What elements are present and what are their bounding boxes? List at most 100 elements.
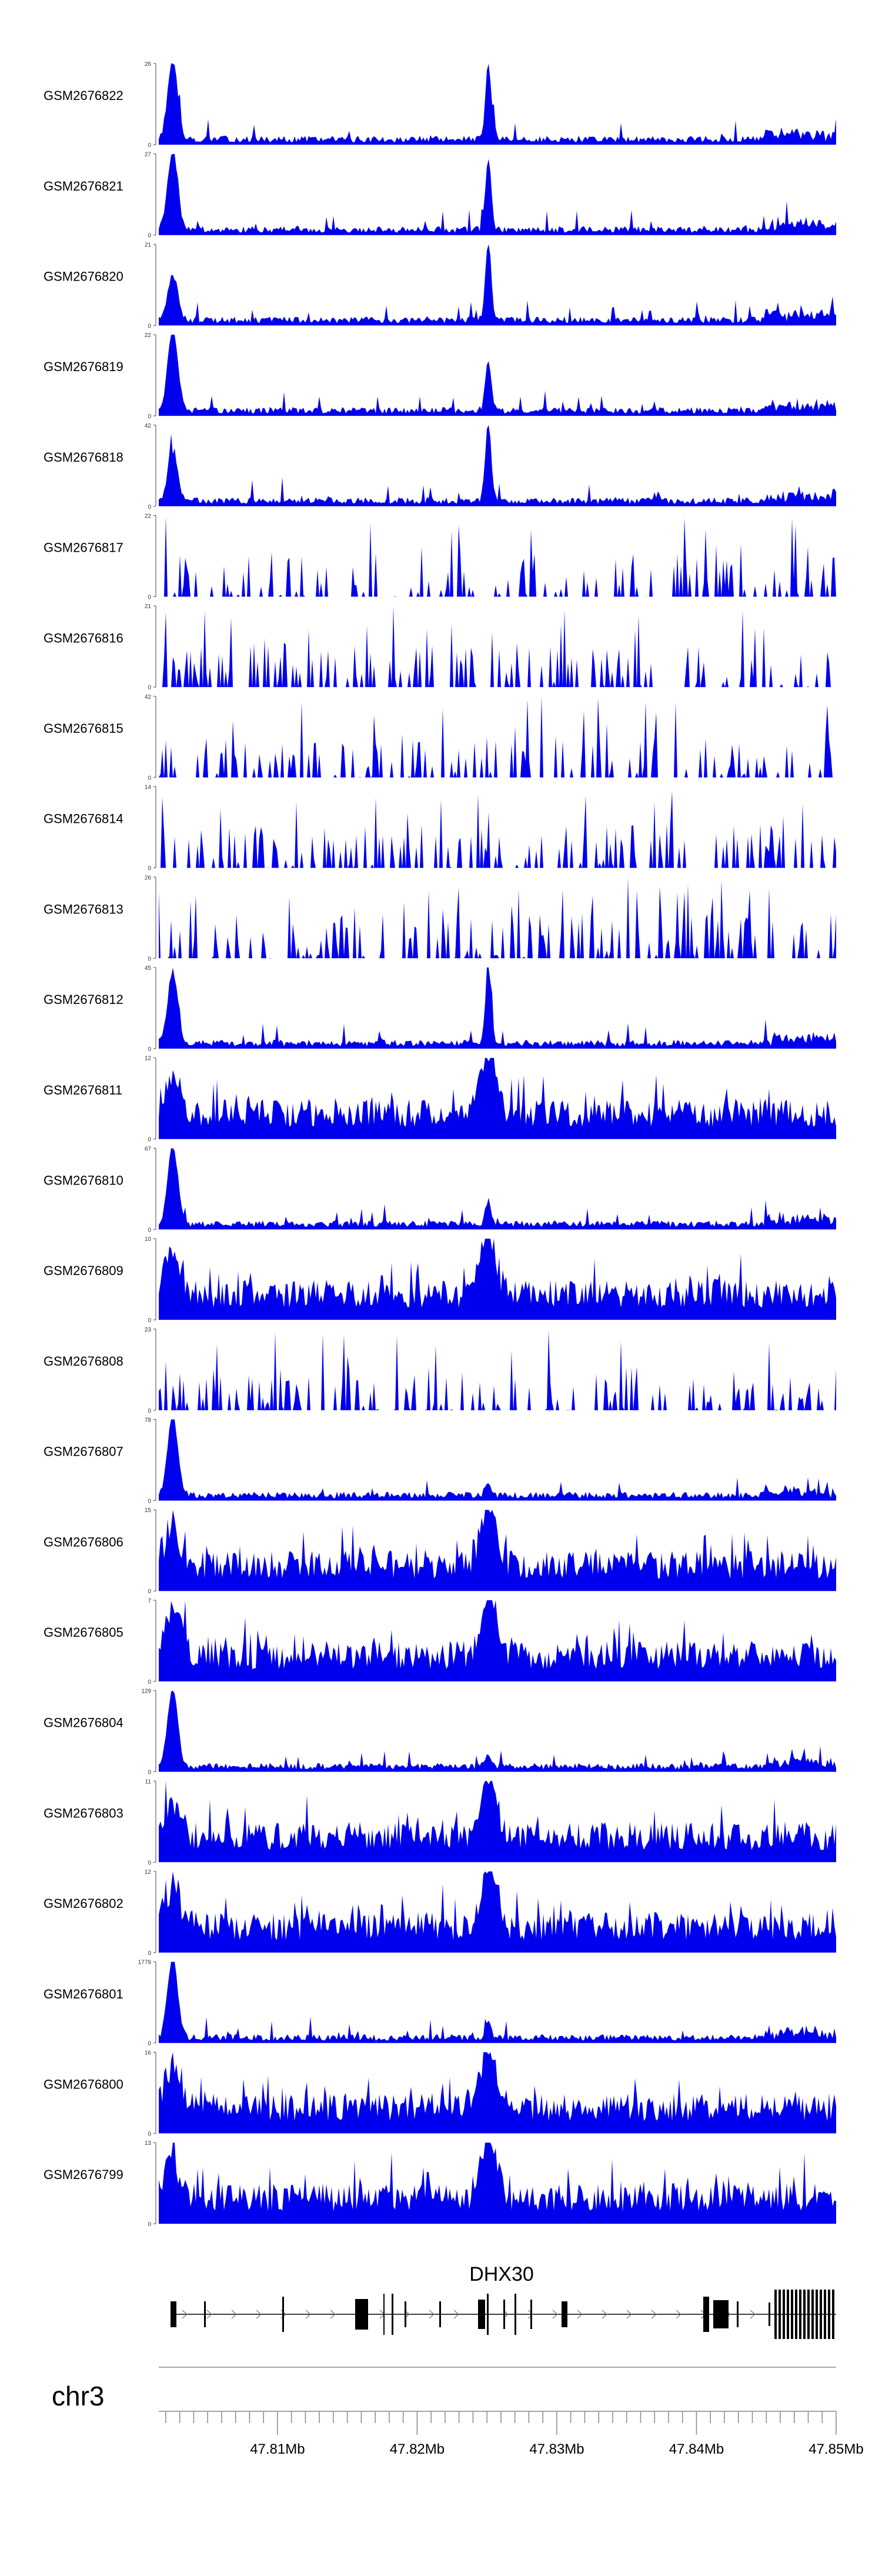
- x-tick-label: 47.82Mb: [390, 2441, 445, 2457]
- signal-area: [159, 244, 836, 326]
- signal-area: [159, 1871, 836, 1953]
- y-max-label: 7: [148, 1598, 151, 1604]
- signal-area: [159, 516, 836, 597]
- signal-area: [159, 1510, 836, 1591]
- track-label: GSM2676818: [44, 450, 123, 465]
- exon: [799, 2290, 801, 2339]
- y-zero-label: 0: [148, 866, 151, 872]
- signal-area: [159, 1419, 836, 1501]
- exon: [487, 2294, 489, 2335]
- track-GSM2676816: GSM2676816 21 0: [44, 603, 836, 691]
- y-max-label: 12: [145, 1056, 152, 1062]
- strand-arrow: [552, 2310, 558, 2319]
- y-max-label: 67: [145, 1146, 152, 1152]
- y-max-label: 14: [145, 785, 152, 791]
- exon: [713, 2300, 729, 2328]
- gene-label: DHX30: [469, 2263, 534, 2285]
- y-zero-label: 0: [148, 323, 151, 329]
- exon: [562, 2301, 567, 2327]
- exon: [787, 2290, 789, 2339]
- track-GSM2676807: GSM2676807 78 0: [44, 1417, 836, 1505]
- y-max-label: 23: [145, 1327, 152, 1333]
- track-GSM2676813: GSM2676813 26 0: [44, 875, 836, 962]
- y-zero-label: 0: [148, 1589, 151, 1595]
- y-zero-label: 0: [148, 413, 151, 420]
- track-label: GSM2676811: [44, 1083, 122, 1097]
- strand-arrow: [305, 2310, 311, 2319]
- exon: [779, 2290, 781, 2339]
- signal-area: [159, 1781, 836, 1863]
- exon: [383, 2294, 385, 2335]
- y-max-label: 42: [145, 694, 152, 700]
- chromosome-label: chr3: [52, 2381, 104, 2411]
- y-zero-label: 0: [148, 1046, 151, 1053]
- exon: [478, 2300, 485, 2329]
- strand-arrow: [256, 2310, 262, 2319]
- strand-arrow: [182, 2310, 188, 2319]
- exon: [204, 2301, 206, 2327]
- strand-arrow: [429, 2310, 435, 2319]
- signal-area: [159, 1148, 836, 1230]
- track-GSM2676811: GSM2676811 12 0: [44, 1056, 836, 1143]
- signal-area: [159, 1961, 836, 2043]
- track-GSM2676812: GSM2676812 45 0: [44, 965, 836, 1053]
- y-zero-label: 0: [148, 2221, 151, 2228]
- y-max-label: 42: [145, 423, 152, 429]
- y-zero-label: 0: [148, 1317, 151, 1324]
- track-label: GSM2676822: [44, 88, 123, 103]
- track-label: GSM2676807: [44, 1444, 123, 1459]
- track-GSM2676801: GSM2676801 1779 0: [44, 1960, 836, 2047]
- strand-arrow: [651, 2310, 657, 2319]
- track-GSM2676809: GSM2676809 10 0: [44, 1236, 836, 1324]
- exon: [769, 2303, 770, 2326]
- y-max-label: 45: [145, 965, 152, 972]
- track-label: GSM2676802: [44, 1896, 123, 1911]
- y-zero-label: 0: [148, 1860, 151, 1866]
- exon: [820, 2290, 822, 2339]
- track-GSM2676819: GSM2676819 22 0: [44, 332, 836, 420]
- signal-area: [159, 335, 836, 416]
- track-label: GSM2676812: [44, 992, 123, 1007]
- exon: [816, 2290, 818, 2339]
- track-GSM2676799: GSM2676799 13 0: [44, 2140, 836, 2228]
- track-GSM2676810: GSM2676810 67 0: [44, 1146, 836, 1233]
- track-GSM2676805: GSM2676805 7 0: [44, 1598, 836, 1686]
- y-max-label: 16: [145, 2050, 152, 2056]
- y-max-label: 15: [145, 1507, 152, 1514]
- signal-area: [159, 1690, 836, 1772]
- y-max-label: 11: [145, 1778, 152, 1785]
- exon: [171, 2301, 176, 2327]
- signal-area: [159, 1057, 836, 1139]
- track-GSM2676821: GSM2676821 27 0: [44, 152, 836, 239]
- signal-area: [159, 967, 836, 1049]
- y-max-label: 22: [145, 332, 152, 339]
- y-zero-label: 0: [148, 504, 151, 510]
- track-GSM2676802: GSM2676802 12 0: [44, 1869, 836, 1957]
- track-GSM2676806: GSM2676806 15 0: [44, 1507, 836, 1595]
- y-zero-label: 0: [148, 1770, 151, 1776]
- track-label: GSM2676821: [44, 179, 123, 193]
- y-zero-label: 0: [148, 956, 151, 962]
- x-tick-label: 47.83Mb: [529, 2441, 584, 2457]
- exon: [803, 2290, 806, 2339]
- y-zero-label: 0: [148, 1950, 151, 1957]
- y-zero-label: 0: [148, 142, 151, 149]
- y-zero-label: 0: [148, 2041, 151, 2047]
- track-label: GSM2676817: [44, 540, 123, 555]
- exon: [703, 2297, 709, 2332]
- track-label: GSM2676809: [44, 1263, 123, 1278]
- y-zero-label: 0: [148, 2131, 151, 2137]
- strand-arrow: [577, 2310, 583, 2319]
- track-label: GSM2676803: [44, 1806, 123, 1820]
- y-max-label: 27: [145, 152, 152, 158]
- exon: [503, 2300, 505, 2329]
- x-tick-label: 47.85Mb: [808, 2441, 863, 2457]
- exon: [811, 2290, 814, 2339]
- y-zero-label: 0: [148, 1499, 151, 1505]
- track-GSM2676815: GSM2676815 42 0: [44, 694, 836, 782]
- exon: [791, 2290, 793, 2339]
- y-max-label: 1779: [138, 1960, 152, 1966]
- y-max-label: 10: [145, 1236, 152, 1243]
- y-zero-label: 0: [148, 775, 151, 782]
